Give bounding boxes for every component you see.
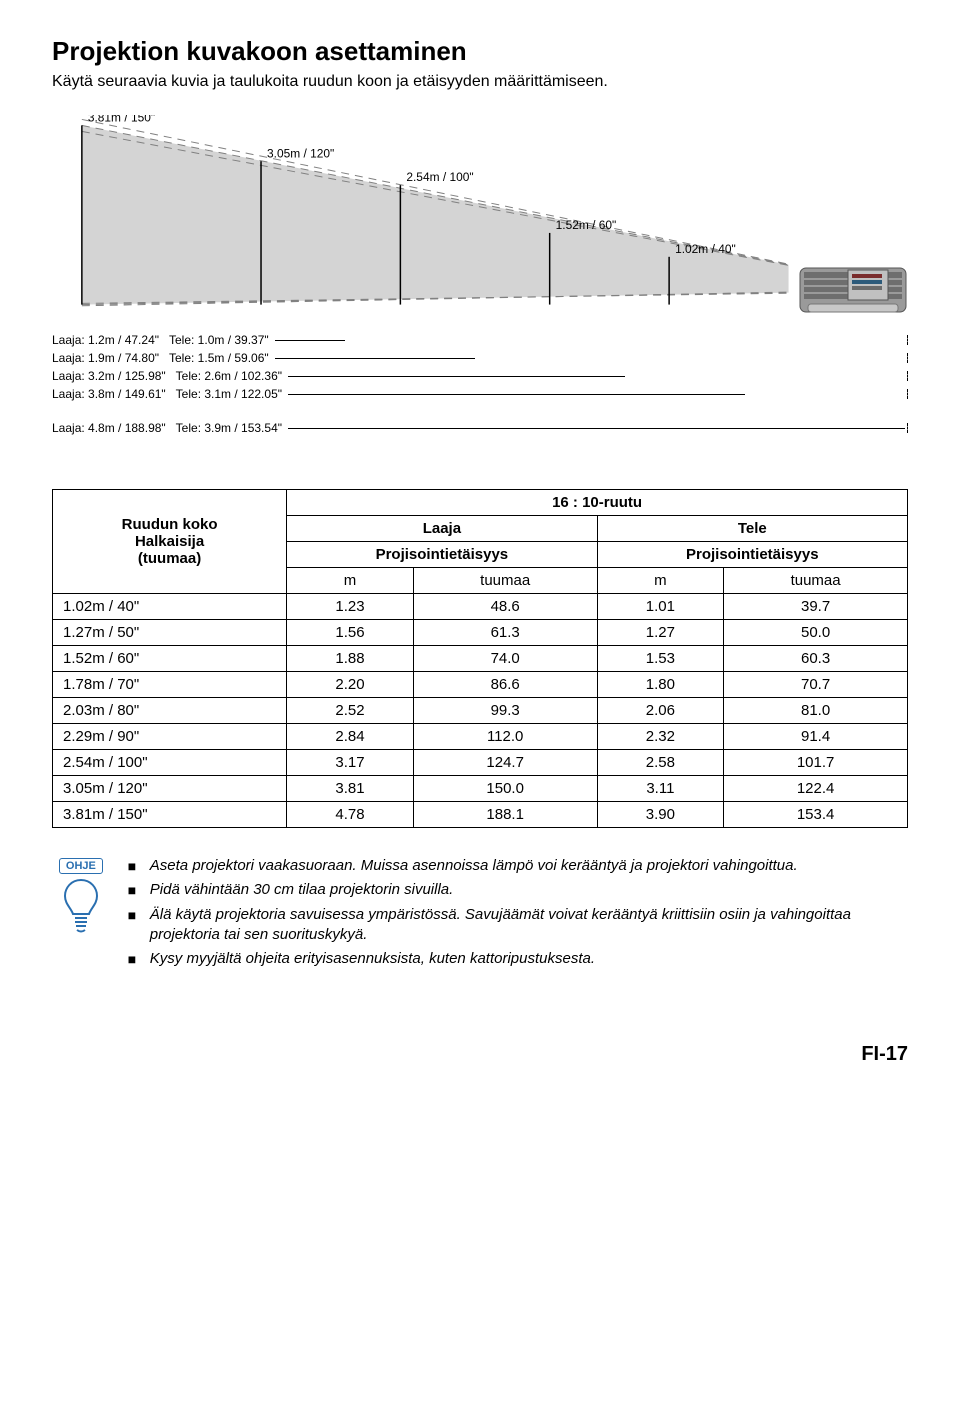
table-cell: 2.32	[597, 724, 724, 750]
table-cell: 3.11	[597, 776, 724, 802]
table-cell: 1.88	[287, 646, 414, 672]
distance-line: Laaja: 1.9m / 74.80" Tele: 1.5m / 59.06"	[52, 351, 908, 365]
note-item: Kysy myyjältä ohjeita erityisasennuksist…	[128, 949, 908, 969]
distance-line: Laaja: 1.2m / 47.24" Tele: 1.0m / 39.37"	[52, 333, 908, 347]
distance-line: Laaja: 3.2m / 125.98" Tele: 2.6m / 102.3…	[52, 369, 908, 383]
unit-in: tuumaa	[724, 568, 908, 594]
table-cell: 188.1	[413, 802, 597, 828]
unit-m: m	[287, 568, 414, 594]
table-cell: 3.81	[287, 776, 414, 802]
distance-label: Laaja: 3.8m / 149.61" Tele: 3.1m / 122.0…	[52, 387, 282, 401]
table-cell: 2.52	[287, 698, 414, 724]
projector-icon	[798, 260, 908, 320]
banner-aspect: 16 : 10-ruutu	[287, 490, 908, 516]
table-cell: 2.58	[597, 750, 724, 776]
col-wide-pd: Projisointietäisyys	[287, 542, 597, 568]
table-cell: 2.03m / 80"	[53, 698, 287, 724]
table-cell: 99.3	[413, 698, 597, 724]
distance-label: Laaja: 4.8m / 188.98" Tele: 3.9m / 153.5…	[52, 421, 282, 435]
table-cell: 1.23	[287, 594, 414, 620]
distance-line: Laaja: 4.8m / 188.98" Tele: 3.9m / 153.5…	[52, 421, 908, 435]
table-cell: 50.0	[724, 620, 908, 646]
table-cell: 153.4	[724, 802, 908, 828]
table-cell: 2.29m / 90"	[53, 724, 287, 750]
col-screen-size: Ruudun koko Halkaisija (tuumaa)	[53, 490, 287, 594]
distance-line	[52, 405, 908, 417]
table-row: 2.03m / 80"2.5299.32.0681.0	[53, 698, 908, 724]
lightbulb-icon	[59, 878, 103, 934]
table-cell: 91.4	[724, 724, 908, 750]
table-cell: 74.0	[413, 646, 597, 672]
note-item: Pidä vähintään 30 cm tilaa projektorin s…	[128, 880, 908, 900]
table-cell: 3.81m / 150"	[53, 802, 287, 828]
table-row: 1.78m / 70"2.2086.61.8070.7	[53, 672, 908, 698]
svg-text:3.81m / 150": 3.81m / 150"	[88, 115, 155, 124]
table-row: 3.81m / 150"4.78188.13.90153.4	[53, 802, 908, 828]
table-cell: 1.01	[597, 594, 724, 620]
table-cell: 122.4	[724, 776, 908, 802]
table-cell: 1.27m / 50"	[53, 620, 287, 646]
col-tele-pd: Projisointietäisyys	[597, 542, 907, 568]
table-cell: 124.7	[413, 750, 597, 776]
table-cell: 4.78	[287, 802, 414, 828]
table-row: 1.27m / 50"1.5661.31.2750.0	[53, 620, 908, 646]
svg-text:1.02m / 40": 1.02m / 40"	[675, 242, 736, 256]
table-cell: 1.52m / 60"	[53, 646, 287, 672]
projection-diagram: 3.81m / 150" 3.05m / 120" 2.54m / 100" 1.52…	[52, 115, 908, 475]
table-cell: 1.02m / 40"	[53, 594, 287, 620]
table-row: 2.54m / 100"3.17124.72.58101.7	[53, 750, 908, 776]
table-cell: 2.84	[287, 724, 414, 750]
table-cell: 101.7	[724, 750, 908, 776]
table-cell: 2.06	[597, 698, 724, 724]
unit-m: m	[597, 568, 724, 594]
col-tele: Tele	[597, 516, 907, 542]
table-cell: 112.0	[413, 724, 597, 750]
table-cell: 3.17	[287, 750, 414, 776]
table-cell: 70.7	[724, 672, 908, 698]
note-list: Aseta projektori vaakasuoraan. Muissa as…	[128, 856, 908, 973]
table-cell: 3.05m / 120"	[53, 776, 287, 802]
table-cell: 1.56	[287, 620, 414, 646]
svg-text:1.52m / 60": 1.52m / 60"	[556, 218, 617, 232]
hint-icon-box: OHJE	[52, 856, 110, 934]
table-row: 3.05m / 120"3.81150.03.11122.4	[53, 776, 908, 802]
table-cell: 1.27	[597, 620, 724, 646]
table-cell: 61.3	[413, 620, 597, 646]
table-cell: 48.6	[413, 594, 597, 620]
note-box: OHJE Aseta projektori vaakasuoraan. Muis…	[52, 856, 908, 973]
table-cell: 1.80	[597, 672, 724, 698]
distance-label: Laaja: 3.2m / 125.98" Tele: 2.6m / 102.3…	[52, 369, 282, 383]
table-row: 2.29m / 90"2.84112.02.3291.4	[53, 724, 908, 750]
distance-lines: Laaja: 1.2m / 47.24" Tele: 1.0m / 39.37"…	[52, 333, 908, 435]
note-item: Älä käytä projektoria savuisessa ympäris…	[128, 905, 908, 946]
unit-in: tuumaa	[413, 568, 597, 594]
page-title: Projektion kuvakoon asettaminen	[52, 36, 908, 67]
table-row: 1.02m / 40"1.2348.61.0139.7	[53, 594, 908, 620]
hint-label: OHJE	[59, 858, 103, 874]
distance-label: Laaja: 1.2m / 47.24" Tele: 1.0m / 39.37"	[52, 333, 269, 347]
table-cell: 3.90	[597, 802, 724, 828]
col-wide: Laaja	[287, 516, 597, 542]
table-cell: 1.53	[597, 646, 724, 672]
projection-table: Ruudun koko Halkaisija (tuumaa) 16 : 10-…	[52, 489, 908, 828]
table-cell: 39.7	[724, 594, 908, 620]
table-cell: 2.54m / 100"	[53, 750, 287, 776]
table-cell: 150.0	[413, 776, 597, 802]
throw-diagram-svg: 3.81m / 150" 3.05m / 120" 2.54m / 100" 1.52…	[52, 115, 908, 315]
table-cell: 1.78m / 70"	[53, 672, 287, 698]
distance-label: Laaja: 1.9m / 74.80" Tele: 1.5m / 59.06"	[52, 351, 269, 365]
distance-line: Laaja: 3.8m / 149.61" Tele: 3.1m / 122.0…	[52, 387, 908, 401]
svg-text:2.54m / 100": 2.54m / 100"	[406, 170, 473, 184]
page-number: FI-17	[52, 1043, 908, 1066]
table-row: 1.52m / 60"1.8874.01.5360.3	[53, 646, 908, 672]
svg-text:3.05m / 120": 3.05m / 120"	[267, 146, 334, 160]
table-cell: 86.6	[413, 672, 597, 698]
table-cell: 60.3	[724, 646, 908, 672]
page-subtitle: Käytä seuraavia kuvia ja taulukoita ruud…	[52, 73, 908, 91]
table-cell: 81.0	[724, 698, 908, 724]
table-cell: 2.20	[287, 672, 414, 698]
note-item: Aseta projektori vaakasuoraan. Muissa as…	[128, 856, 908, 876]
